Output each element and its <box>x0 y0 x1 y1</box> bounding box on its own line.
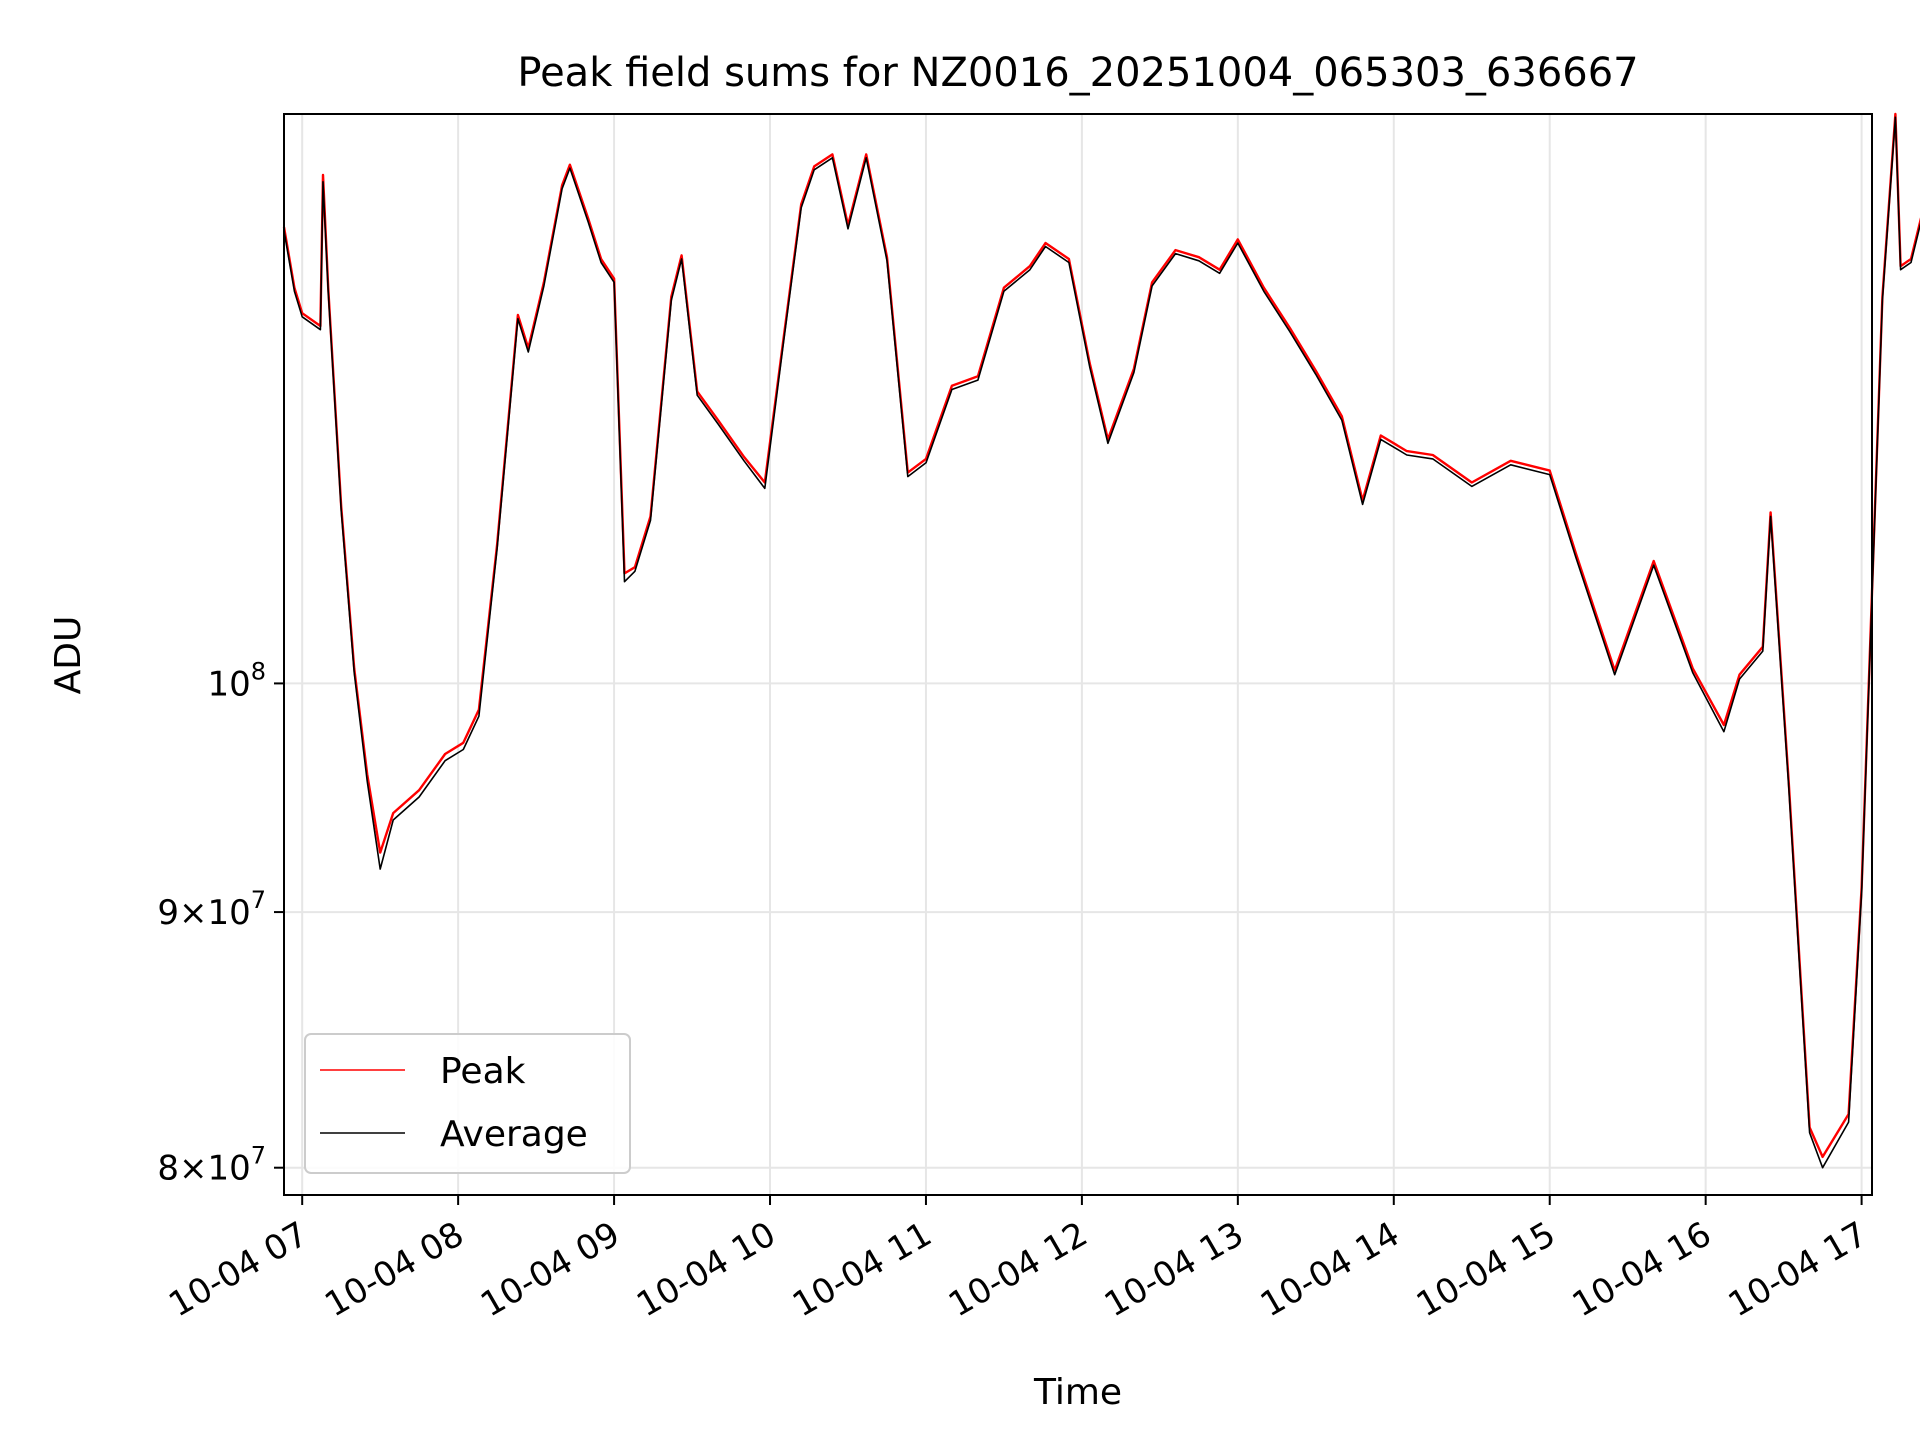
y-tick-base: 10 <box>207 893 250 933</box>
legend-box <box>304 1033 631 1174</box>
series-layer <box>282 112 1920 1169</box>
x-axis-label: Time <box>1033 1372 1122 1413</box>
y-tick-exponent: 7 <box>251 1142 266 1170</box>
y-tick-label: 9×107 <box>157 886 266 933</box>
chart-title: Peak field sums for NZ0016_20251004_0653… <box>517 50 1638 96</box>
plot-frame <box>283 113 1873 1196</box>
y-tick-exponent: 8 <box>251 657 266 685</box>
y-tick-base: 10 <box>207 664 250 704</box>
y-tick-label: 8×107 <box>157 1142 266 1189</box>
y-axis-label: ADU <box>48 616 89 695</box>
y-tick-label: 108 <box>207 657 266 704</box>
legend-label-peak: Peak <box>440 1051 526 1092</box>
legend-label-average: Average <box>440 1114 588 1155</box>
y-tick-base: 10 <box>207 1149 250 1189</box>
y-tick-exponent: 7 <box>251 886 266 914</box>
y-tick-mantissa: 9× <box>157 893 207 933</box>
y-tick-mantissa: 8× <box>157 1149 207 1189</box>
series-line-average <box>283 116 1920 1169</box>
legend: Peak Average <box>304 1033 631 1174</box>
